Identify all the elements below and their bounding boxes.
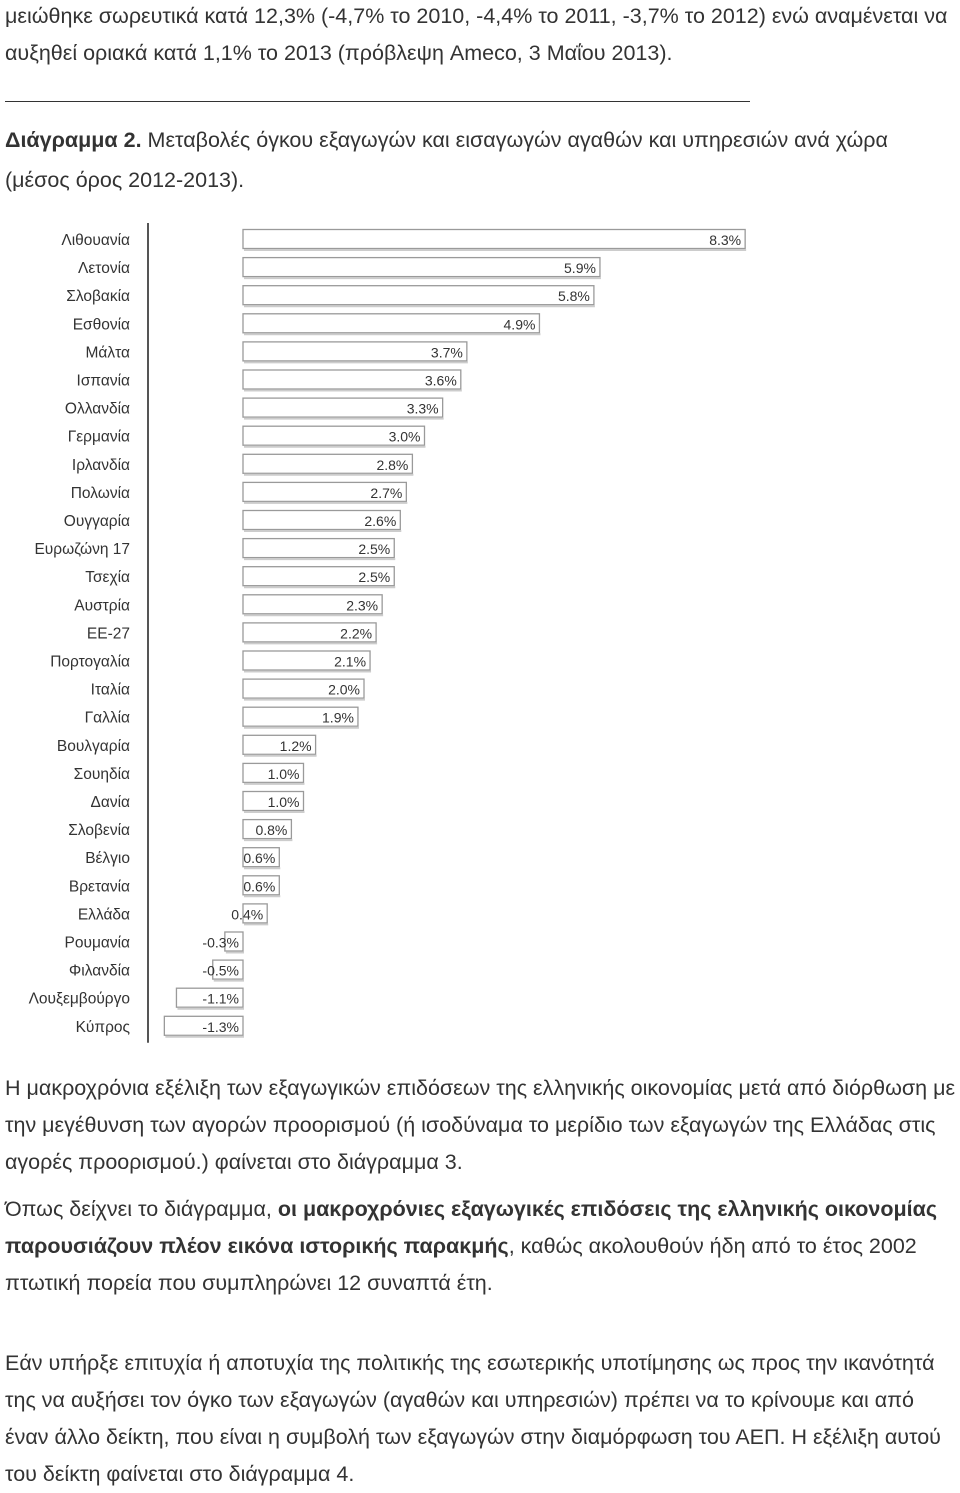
category-label: Τσεχία bbox=[85, 569, 130, 586]
bar bbox=[242, 706, 359, 727]
category-label: Αυστρία bbox=[74, 597, 130, 614]
data-label: 3.0% bbox=[389, 429, 421, 445]
category-label: Κύπρος bbox=[76, 1019, 130, 1036]
data-label: 4.9% bbox=[504, 316, 536, 332]
category-label: Σλοβακία bbox=[66, 288, 130, 305]
data-label: -0.3% bbox=[202, 935, 239, 951]
category-label: Βουλγαρία bbox=[57, 738, 130, 755]
bar bbox=[212, 959, 244, 980]
data-label: 2.7% bbox=[370, 485, 402, 501]
data-label: 0.6% bbox=[243, 878, 275, 894]
bar bbox=[242, 285, 595, 306]
category-label: Γαλλία bbox=[85, 710, 130, 727]
bar bbox=[163, 1015, 244, 1036]
bar bbox=[242, 622, 377, 643]
data-label: 1.0% bbox=[268, 766, 300, 782]
data-label: 1.0% bbox=[268, 794, 300, 810]
data-label: 2.1% bbox=[334, 654, 366, 670]
data-label: 3.3% bbox=[407, 401, 439, 417]
bar bbox=[242, 594, 383, 615]
bar bbox=[242, 509, 401, 531]
bar bbox=[242, 369, 462, 390]
data-label: 0.4% bbox=[231, 906, 263, 922]
category-label: Εσθονία bbox=[73, 316, 130, 333]
bar bbox=[242, 762, 305, 784]
category-label: Φιλανδία bbox=[69, 963, 130, 980]
category-label: Ελλάδα bbox=[78, 906, 130, 923]
section-divider bbox=[5, 101, 750, 102]
category-label: Λουξεμβούργο bbox=[29, 991, 130, 1008]
data-label: 3.7% bbox=[431, 344, 463, 360]
data-label: 0.6% bbox=[243, 850, 275, 866]
data-label: 2.5% bbox=[358, 541, 390, 557]
category-label: Πορτογαλία bbox=[50, 654, 130, 671]
bar bbox=[242, 790, 305, 812]
category-label: Βέλγιο bbox=[85, 850, 130, 867]
bar bbox=[242, 903, 268, 924]
data-label: 5.9% bbox=[564, 260, 596, 276]
bar bbox=[242, 425, 426, 446]
data-label: 1.2% bbox=[280, 738, 312, 754]
paragraph-2-end: , καθώς ακολουθούν ήδη από το έτος 2002 … bbox=[5, 1234, 917, 1295]
paragraph-export-performance: Η μακροχρόνια εξέλιξη των εξαγωγικών επι… bbox=[5, 1076, 956, 1174]
category-label: Ρουμανία bbox=[65, 935, 131, 952]
data-label: 2.5% bbox=[358, 569, 390, 585]
intro-paragraph: μειώθηκε σωρευτικά κατά 12,3% (-4,7% το … bbox=[5, 4, 948, 65]
category-label: Ολλανδία bbox=[65, 401, 130, 418]
figure-caption-label: Διάγραμμα 2. bbox=[5, 128, 142, 152]
category-label: Σλοβενία bbox=[68, 822, 130, 839]
bar bbox=[242, 256, 601, 278]
data-label: 2.3% bbox=[346, 597, 378, 613]
category-label: Γερμανία bbox=[68, 429, 130, 446]
bar bbox=[242, 734, 317, 755]
bar bbox=[242, 875, 280, 896]
bar bbox=[242, 678, 365, 699]
bar bbox=[242, 341, 468, 362]
bar bbox=[242, 818, 293, 840]
paragraph-historic-decline: Όπως δείχνει το διάγραμμα, οι μακροχρόνι… bbox=[5, 1191, 957, 1302]
bar bbox=[242, 537, 395, 559]
data-label: 0.8% bbox=[255, 822, 287, 838]
paragraph-gdp-contribution: Εάν υπήρξε επιτυχία ή αποτυχία της πολιτ… bbox=[5, 1351, 941, 1486]
category-label: Σουηδία bbox=[74, 766, 130, 783]
bar-chart: Λιθουανία 8.3% Λετονία 5.9% Σλοβακία 5.8% Εσθο… bbox=[29, 223, 747, 1043]
bar bbox=[242, 313, 541, 334]
category-label: Δανία bbox=[91, 794, 131, 811]
category-label: Πολωνία bbox=[71, 485, 130, 502]
bar bbox=[224, 931, 244, 952]
bar bbox=[242, 566, 395, 587]
data-label: 2.0% bbox=[328, 682, 360, 698]
bar bbox=[242, 650, 371, 671]
paragraph-2-emphasis: οι μακροχρόνιες εξαγωγικές επιδόσεις της… bbox=[5, 1197, 938, 1258]
category-label: Ιρλανδία bbox=[72, 457, 130, 474]
bar bbox=[242, 397, 444, 418]
category-label: Λετονία bbox=[78, 260, 130, 277]
data-label: 2.2% bbox=[340, 625, 372, 641]
bar bbox=[242, 481, 408, 503]
figure-caption: Διάγραμμα 2. Μεταβολές όγκου εξαγωγών κα… bbox=[5, 120, 957, 200]
category-label: Ισπανία bbox=[77, 373, 131, 390]
data-label: 3.6% bbox=[425, 373, 457, 389]
paragraph-2-start: Όπως δείχνει το διάγραμμα, bbox=[5, 1197, 278, 1221]
data-label: -0.5% bbox=[202, 963, 239, 979]
category-label: Ουγγαρία bbox=[64, 513, 130, 530]
data-label: 2.8% bbox=[376, 457, 408, 473]
figure-caption-text: Μεταβολές όγκου εξαγωγών και εισαγωγών α… bbox=[5, 128, 888, 192]
data-label: -1.3% bbox=[202, 1019, 239, 1035]
data-label: -1.1% bbox=[202, 991, 239, 1007]
category-label: Βρετανία bbox=[69, 878, 130, 895]
data-label: 2.6% bbox=[364, 513, 396, 529]
data-label: 5.8% bbox=[558, 288, 590, 304]
bar bbox=[242, 453, 414, 474]
data-label: 8.3% bbox=[709, 232, 741, 248]
category-label: Ευρωζώνη 17 bbox=[34, 541, 130, 558]
bar bbox=[175, 987, 244, 1008]
category-label: ΕΕ-27 bbox=[87, 625, 130, 642]
bar bbox=[242, 228, 746, 250]
data-label: 1.9% bbox=[322, 710, 354, 726]
bar bbox=[242, 847, 280, 868]
category-label: Ιταλία bbox=[91, 682, 130, 699]
category-label: Λιθουανία bbox=[61, 232, 130, 249]
category-label: Μάλτα bbox=[86, 344, 131, 361]
